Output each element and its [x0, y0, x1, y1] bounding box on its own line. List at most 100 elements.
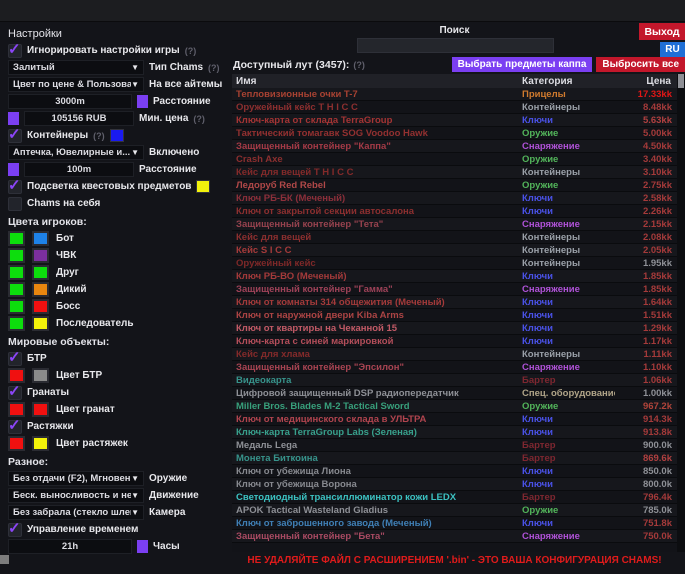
- loot-table-row[interactable]: Цифровой защищенный DSP радиопередатчик С…: [232, 387, 677, 400]
- containers-distance-input[interactable]: 100m: [24, 162, 134, 177]
- containers-color-swatch[interactable]: [109, 129, 124, 142]
- loot-table-row[interactable]: Тепловизионные очки T-7 Прицелы 17.33kk: [232, 88, 677, 101]
- visible-color-swatch[interactable]: [8, 402, 25, 417]
- loot-table-row[interactable]: Ключ РБ-БК (Меченый) Ключи 2.58kk: [232, 192, 677, 205]
- loot-table-row[interactable]: Защищенный контейнер "Бета" Снаряжение 750…: [232, 530, 677, 543]
- chevron-down-icon: ▼: [131, 148, 139, 157]
- loot-table-row[interactable]: Miller Bros. Blades M-2 Tactical Sword Ор…: [232, 400, 677, 413]
- loot-table-row[interactable]: Ключ-карта TerraGroup Labs (Зеленая) Ключ…: [232, 426, 677, 439]
- containers-filter-dropdown[interactable]: Аптечка, Ювелирные и... ▼: [8, 145, 144, 160]
- table-scrollbar[interactable]: [677, 74, 685, 552]
- language-button[interactable]: RU: [660, 42, 685, 57]
- apply-mode-dropdown[interactable]: Цвет по цене & Пользователь ▼: [8, 77, 144, 92]
- chevron-down-icon: ▼: [131, 80, 139, 89]
- scrollbar-thumb[interactable]: [678, 74, 684, 88]
- chams-self-checkbox[interactable]: [8, 196, 22, 211]
- visible-color-swatch[interactable]: [8, 248, 25, 263]
- item-category: Прицелы: [522, 88, 566, 100]
- hidden-color-swatch[interactable]: [32, 316, 49, 331]
- item-category: Ключи: [522, 322, 553, 334]
- loot-table-row[interactable]: APOK Tactical Wasteland Gladius Оружие 785…: [232, 504, 677, 517]
- quest-highlight-checkbox[interactable]: ✓: [8, 177, 22, 194]
- visible-color-swatch[interactable]: [8, 316, 25, 331]
- loot-table-row[interactable]: Ключ от убежища Лиона Ключи 850.0k: [232, 465, 677, 478]
- hours-input[interactable]: 21h: [8, 539, 132, 554]
- search-input[interactable]: [357, 38, 554, 53]
- select-kappa-items-button[interactable]: Выбрать предметы каппа: [451, 57, 593, 72]
- weapon-dropdown[interactable]: Без отдачи (F2), Мгновенное п ▼: [8, 471, 144, 486]
- loot-table-row[interactable]: Оружейный кейс Контейнеры 1.95kk: [232, 257, 677, 270]
- visible-color-swatch[interactable]: [8, 282, 25, 297]
- loot-table-row[interactable]: Защищенный контейнер "Каппа" Снаряжение 4.…: [232, 140, 677, 153]
- loot-table-row[interactable]: Видеокарта Бартер 1.06kk: [232, 374, 677, 387]
- object-color-swatch[interactable]: [32, 436, 49, 451]
- loot-table-row[interactable]: Ледоруб Red Rebel Оружие 2.75kk: [232, 179, 677, 192]
- visible-color-swatch[interactable]: [8, 368, 25, 383]
- time-control-checkbox[interactable]: ✓: [8, 520, 22, 537]
- min-price-input[interactable]: 105156 RUB: [24, 111, 134, 126]
- loot-table-row[interactable]: Ключ от медицинского склада в УЛЬТРА Ключ…: [232, 413, 677, 426]
- loot-table-row[interactable]: Светодиодный трансиллюминатор кожи LEDX Б…: [232, 491, 677, 504]
- item-price: 3.40kk: [642, 153, 672, 165]
- loot-table-row[interactable]: Ключ от убежища Ворона Ключи 800.0k: [232, 478, 677, 491]
- item-price: 5.00kk: [642, 127, 672, 139]
- checkmark-icon: ✓: [8, 348, 21, 366]
- loot-table-row[interactable]: Ключ от закрытой секции автосалона Ключи 2…: [232, 205, 677, 218]
- visible-color-swatch[interactable]: [8, 436, 25, 451]
- loot-table-row[interactable]: Crash Axe Оружие 3.40kk: [232, 153, 677, 166]
- camera-dropdown[interactable]: Без забрала (стекло шлема) ▼: [8, 505, 144, 520]
- item-name: Ключ-карта от склада TerraGroup: [236, 114, 393, 126]
- БТР-checkbox[interactable]: ✓: [8, 349, 22, 366]
- hidden-color-swatch[interactable]: [32, 231, 49, 246]
- item-name: Кейс S I C C: [236, 244, 292, 256]
- chams-type-dropdown[interactable]: Залитый ▼: [8, 60, 144, 75]
- Растяжки-checkbox[interactable]: ✓: [8, 417, 22, 434]
- resize-grip[interactable]: [0, 555, 9, 564]
- hidden-color-swatch[interactable]: [32, 282, 49, 297]
- exit-button[interactable]: Выход: [639, 23, 685, 40]
- loot-table-row[interactable]: Защищенный контейнер "Гамма" Снаряжение 1.…: [232, 283, 677, 296]
- loot-table-row[interactable]: Кейс для вещей Контейнеры 2.08kk: [232, 231, 677, 244]
- loot-table-row[interactable]: Тактический томагавк SOG Voodoo Hawk Оруж…: [232, 127, 677, 140]
- hidden-color-swatch[interactable]: [32, 265, 49, 280]
- loot-table-row[interactable]: Оружейный кейс T H I C C Контейнеры 8.48kk: [232, 101, 677, 114]
- loot-table-row[interactable]: Ключ от квартиры на Чеканной 15 Ключи 1.29…: [232, 322, 677, 335]
- drop-all-button[interactable]: Выбросить все: [596, 57, 685, 72]
- loot-table-row[interactable]: Ключ от наружной двери Kiba Arms Ключи 1.5…: [232, 309, 677, 322]
- loot-table-row[interactable]: Ключ-карта с синей маркировкой Ключи 1.17k…: [232, 335, 677, 348]
- hours-slider-handle[interactable]: [137, 540, 148, 553]
- item-name: Ключ от заброшенного завода (Меченый): [236, 517, 432, 529]
- movement-dropdown[interactable]: Беск. выносливость и нет уста ▼: [8, 488, 144, 503]
- loot-table-row[interactable]: Ключ РБ-ВО (Меченый) Ключи 1.85kk: [232, 270, 677, 283]
- loot-table-row[interactable]: [232, 543, 677, 552]
- loot-table-row[interactable]: Кейс для хлама Контейнеры 1.11kk: [232, 348, 677, 361]
- min-price-slider-handle[interactable]: [8, 112, 19, 125]
- ignore-game-settings-checkbox[interactable]: ✓: [8, 41, 22, 58]
- quest-highlight-color-swatch[interactable]: [196, 180, 211, 193]
- distance-input[interactable]: 3000m: [8, 94, 132, 109]
- distance-slider-handle[interactable]: [137, 95, 148, 108]
- object-color-swatch[interactable]: [32, 368, 49, 383]
- object-color-swatch[interactable]: [32, 402, 49, 417]
- camera-label: Камера: [149, 507, 186, 518]
- visible-color-swatch[interactable]: [8, 231, 25, 246]
- loot-table-row[interactable]: Ключ-карта от склада TerraGroup Ключи 5.63…: [232, 114, 677, 127]
- visible-color-swatch[interactable]: [8, 265, 25, 280]
- item-name: Медаль Lega: [236, 439, 298, 451]
- containers-distance-slider-handle[interactable]: [8, 163, 19, 176]
- loot-table-row[interactable]: Кейс S I C C Контейнеры 2.05kk: [232, 244, 677, 257]
- loot-table-row[interactable]: Защищенный контейнер "Эпсилон" Снаряжение…: [232, 361, 677, 374]
- item-price: 750.0k: [642, 530, 672, 542]
- visible-color-swatch[interactable]: [8, 299, 25, 314]
- loot-table-row[interactable]: Ключ от заброшенного завода (Меченый) Клю…: [232, 517, 677, 530]
- item-category: Контейнеры: [522, 231, 581, 243]
- loot-table-row[interactable]: Ключ от комнаты 314 общежития (Меченый) К…: [232, 296, 677, 309]
- hidden-color-swatch[interactable]: [32, 299, 49, 314]
- loot-table-row[interactable]: Монета Биткоина Бартер 869.6k: [232, 452, 677, 465]
- hidden-color-swatch[interactable]: [32, 248, 49, 263]
- loot-table-row[interactable]: Защищенный контейнер "Тета" Снаряжение 2.1…: [232, 218, 677, 231]
- Гранаты-checkbox[interactable]: ✓: [8, 383, 22, 400]
- containers-checkbox[interactable]: ✓: [8, 126, 22, 143]
- loot-table-row[interactable]: Медаль Lega Бартер 900.0k: [232, 439, 677, 452]
- loot-table-row[interactable]: Кейс для вещей T H I C C Контейнеры 3.10kk: [232, 166, 677, 179]
